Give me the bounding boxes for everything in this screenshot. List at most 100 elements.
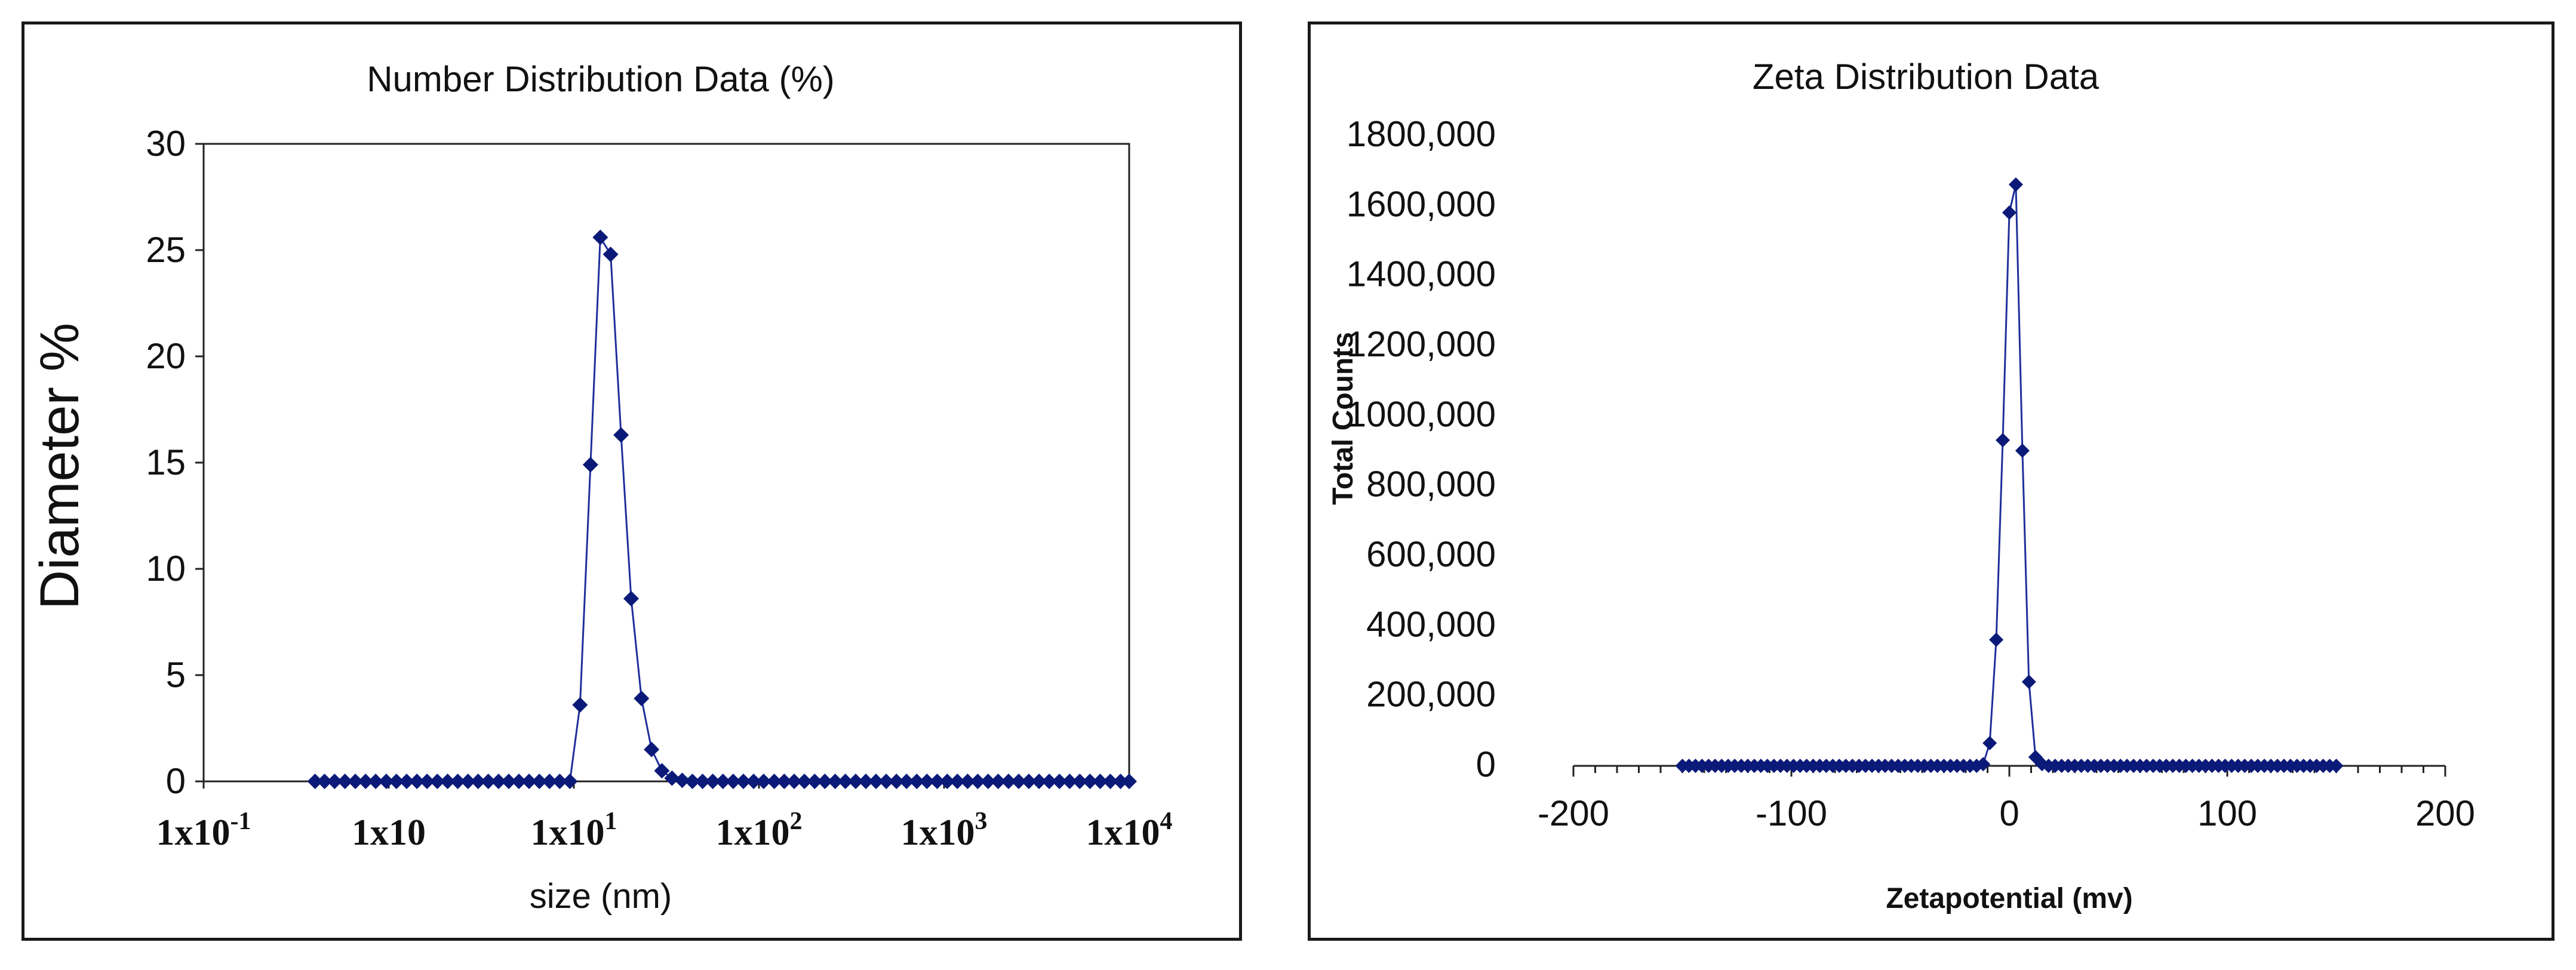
data-point (1062, 774, 1078, 789)
data-point (1072, 774, 1088, 789)
data-point (970, 774, 986, 789)
data-point (746, 774, 762, 789)
data-point (837, 774, 853, 789)
data-point (735, 774, 751, 789)
data-point (582, 457, 598, 473)
data-point (847, 774, 863, 789)
y-axis-ticks: 0 200,000 400,000 600,000 800,000 1000,000 120… (1347, 114, 1496, 784)
y-tick-label: 0 (1476, 744, 1496, 784)
data-point (694, 774, 711, 789)
data-point (766, 774, 782, 789)
data-point (2329, 759, 2344, 773)
data-point (439, 774, 456, 789)
data-point (2015, 444, 2030, 458)
data-point (776, 774, 792, 789)
series-markers (1675, 177, 2344, 773)
data-point (490, 774, 506, 789)
data-point (858, 774, 874, 789)
y-tick-label: 30 (146, 124, 186, 164)
x-tick-label: 0 (1999, 793, 2019, 833)
y-tick-label: 25 (146, 230, 186, 270)
x-tick-base: 1x10 (156, 812, 230, 853)
data-point (316, 774, 333, 789)
x-tick-label: 100 (2197, 793, 2257, 833)
data-point (684, 774, 700, 789)
y-axis-ticks: 0 5 10 15 20 25 30 (146, 124, 204, 801)
x-tick-exponent: 3 (975, 808, 988, 835)
data-point (419, 774, 435, 789)
zeta-distribution-chart: Zeta Distribution Data 0 200,000 400,000 60… (1327, 57, 2475, 914)
data-point (429, 774, 445, 789)
x-tick-base: 1x10 (531, 812, 605, 853)
data-point (807, 774, 823, 789)
x-tick-base: 1x10 (716, 812, 790, 853)
number-distribution-panel: Number Distribution Data (%) 0 5 10 15 20 25 3… (21, 21, 1242, 941)
series-line (315, 234, 1129, 783)
data-point (388, 774, 404, 789)
data-point (572, 697, 588, 713)
data-point (868, 774, 884, 789)
x-tick-label: 1x10-1 (156, 808, 251, 853)
data-point (460, 774, 476, 789)
y-axis-title: Diameter % (29, 323, 90, 610)
y-tick-label: 5 (166, 655, 186, 695)
data-point (990, 774, 1006, 789)
data-point (602, 247, 619, 263)
data-point (592, 229, 608, 245)
x-tick-label: 1x104 (1086, 808, 1173, 853)
x-tick-label: -200 (1538, 793, 1609, 833)
data-point (909, 774, 925, 789)
data-point (511, 774, 527, 789)
x-axis-ticks: -200 -100 0 100 200 (1538, 766, 2475, 833)
x-tick-label: 200 (2415, 793, 2475, 833)
data-point (562, 774, 578, 789)
data-point (1996, 433, 2011, 448)
chart-title: Zeta Distribution Data (1753, 57, 2099, 97)
data-point (409, 774, 425, 789)
data-point (552, 774, 568, 789)
data-point (939, 774, 955, 789)
data-point (817, 774, 833, 789)
x-tick-base: 1x10 (352, 812, 426, 853)
y-tick-label: 1400,000 (1347, 254, 1496, 294)
data-point (307, 774, 323, 789)
data-point (1020, 774, 1037, 789)
x-tick-label: 1x10 (352, 812, 426, 853)
data-point (1092, 774, 1108, 789)
data-point (878, 774, 894, 789)
data-point (480, 774, 496, 789)
y-tick-label: 800,000 (1366, 464, 1496, 504)
data-point (899, 774, 915, 789)
data-point (1989, 632, 2004, 647)
data-point (644, 741, 660, 757)
data-point (919, 774, 935, 789)
data-point (827, 774, 843, 789)
y-tick-label: 0 (166, 761, 186, 801)
y-tick-label: 1200,000 (1347, 324, 1496, 364)
data-point (1010, 774, 1026, 789)
data-point (2002, 205, 2016, 220)
data-point (358, 774, 374, 789)
data-point (378, 774, 394, 789)
data-point (1031, 774, 1047, 789)
y-tick-label: 20 (146, 336, 186, 376)
x-axis-title: Zetapotential (mv) (1886, 883, 2132, 914)
y-axis-title: Total Counts (1327, 332, 1359, 505)
data-point (1082, 774, 1098, 789)
data-point (368, 774, 384, 789)
zeta-distribution-panel: Zeta Distribution Data 0 200,000 400,000 60… (1308, 21, 2555, 941)
data-point (664, 770, 680, 786)
y-tick-label: 10 (146, 549, 186, 589)
data-point (786, 774, 803, 789)
data-point (500, 774, 517, 789)
data-point (634, 691, 650, 707)
data-point (470, 774, 486, 789)
x-tick-label: 1x103 (901, 808, 988, 853)
y-tick-label: 1000,000 (1347, 394, 1496, 434)
data-point (1112, 774, 1129, 789)
data-point (1976, 757, 1991, 772)
chart-title: Number Distribution Data (%) (367, 59, 835, 99)
series-markers (307, 229, 1137, 789)
data-point (521, 774, 537, 789)
data-point (715, 774, 731, 789)
